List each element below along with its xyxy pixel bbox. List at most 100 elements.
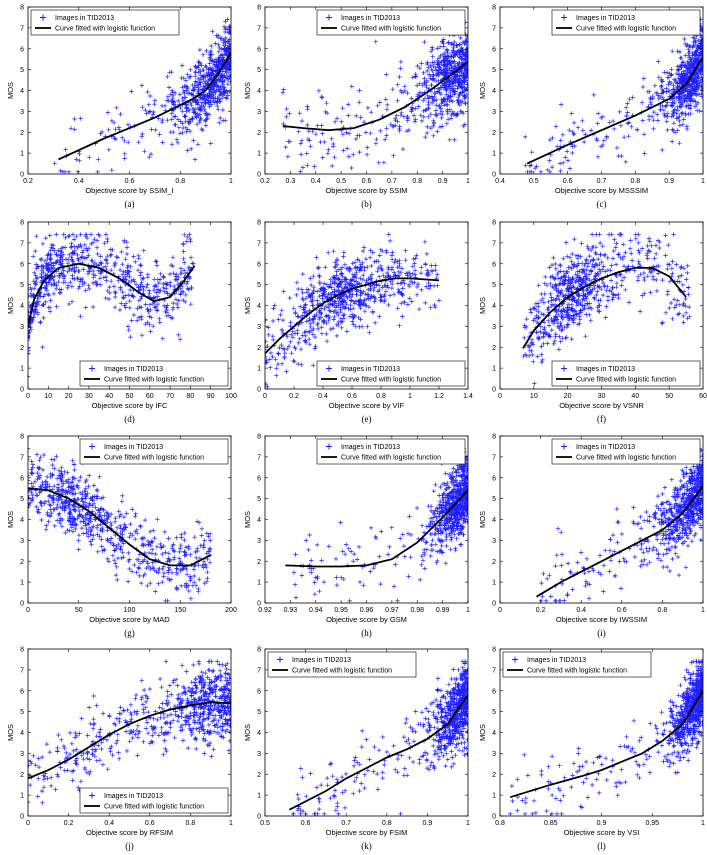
y-tick-label: 6: [257, 688, 261, 695]
fitted-curve: [509, 690, 703, 799]
chart-panel-f: 0 10 20 30 40 50 60 0 1 2 3 4 5 6 7 8 Objective score by…: [478, 220, 707, 425]
x-tick-label: 0.8: [376, 393, 386, 400]
x-tick-label: 0.5: [529, 178, 539, 185]
y-axis-label: MOS: [243, 297, 252, 314]
y-tick-label: 5: [20, 709, 24, 716]
panel-label: (i): [597, 628, 606, 638]
x-tick-label: 0.2: [536, 607, 546, 614]
x-axis-label: Objective score by VSNR: [559, 401, 644, 410]
fitted-curve: [28, 487, 212, 567]
y-tick-label: 8: [257, 220, 261, 227]
legend: Images in TID2013 Curve fitted with logis…: [79, 438, 229, 465]
x-tick-label: 0.7: [597, 178, 607, 185]
y-axis-label: MOS: [478, 297, 487, 314]
y-tick-label: 0: [492, 814, 496, 821]
x-tick-label: 1: [466, 607, 470, 614]
scatter-points: [285, 446, 468, 603]
y-tick-label: 8: [20, 434, 24, 441]
legend-scatter-marker: [89, 365, 95, 372]
y-tick-label: 2: [257, 559, 261, 566]
x-axis-label: Objective score by MAD: [89, 615, 170, 624]
y-tick-label: 2: [20, 559, 24, 566]
fitted-curve: [522, 266, 687, 348]
x-tick-label: 0.8: [175, 178, 185, 185]
x-axis-label: Objective score by RFSIM: [86, 828, 173, 837]
legend-curve-label: Curve fitted with logistic function: [576, 377, 676, 384]
x-tick-label: 1: [701, 607, 705, 614]
y-tick-label: 7: [20, 25, 24, 32]
x-tick-label: 0.9: [597, 820, 607, 827]
x-tick-label: 60: [699, 393, 707, 400]
legend-scatter-label: Images in TID2013: [341, 15, 400, 22]
legend: Images in TID2013 Curve fitted with logis…: [316, 438, 466, 465]
scatter-marks: [538, 446, 703, 603]
legend-scatter-label: Images in TID2013: [576, 15, 635, 22]
x-tick-label: 0: [26, 607, 30, 614]
y-tick-label: 7: [20, 454, 24, 461]
y-tick-label: 6: [20, 475, 24, 482]
y-tick-label: 4: [492, 517, 496, 524]
y-tick-label: 0: [492, 172, 496, 179]
x-axis-label: Objective score by MSSSIM: [555, 186, 648, 195]
chart-panel-a: 0.2 0.4 0.6 0.8 1 0 1 2 3 4 5 6 7 8 Objective score by…: [6, 5, 233, 210]
x-tick-label: 50: [126, 393, 134, 400]
fitted-curve: [58, 52, 231, 161]
y-tick-label: 5: [20, 67, 24, 74]
y-axis-label: MOS: [6, 511, 15, 528]
y-tick-label: 6: [257, 475, 261, 482]
x-tick-label: 0.6: [125, 178, 135, 185]
y-tick-label: 5: [20, 496, 24, 503]
x-tick-label: 90: [207, 393, 215, 400]
y-tick-label: 2: [257, 772, 261, 779]
y-tick-label: 7: [492, 667, 496, 674]
y-tick-label: 4: [492, 730, 496, 737]
y-tick-label: 0: [20, 172, 24, 179]
panel-label: (j): [125, 841, 134, 851]
legend-curve-label: Curve fitted with logistic function: [104, 804, 204, 811]
y-tick-label: 2: [492, 130, 496, 137]
x-tick-label: 0.8: [630, 178, 640, 185]
y-axis-label: MOS: [243, 511, 252, 528]
y-tick-label: 8: [257, 5, 261, 12]
y-tick-label: 0: [20, 814, 24, 821]
y-tick-label: 5: [492, 709, 496, 716]
x-tick-label: 0.9: [664, 178, 674, 185]
x-axis-label: Objective score by SSIM_I: [85, 186, 173, 195]
legend-scatter-label: Images in TID2013: [527, 657, 586, 664]
y-tick-label: 4: [492, 88, 496, 95]
legend-curve-label: Curve fitted with logistic function: [104, 377, 204, 384]
scatter-marks: [280, 17, 468, 174]
fitted-curve: [526, 56, 703, 165]
scatter-points: [280, 17, 468, 174]
y-tick-label: 7: [257, 454, 261, 461]
y-tick-label: 3: [20, 109, 24, 116]
y-tick-label: 6: [492, 261, 496, 268]
panel-label: (h): [361, 628, 372, 638]
y-tick-label: 4: [20, 303, 24, 310]
chart-panel-b: 0.2 0.3 0.4 0.5 0.6 0.7 0.8 0.9 1 0 1 2 3 4 5 6 7 8 Object…: [243, 5, 470, 210]
x-tick-label: 0.6: [617, 607, 627, 614]
y-axis-label: MOS: [6, 724, 15, 741]
legend-scatter-label: Images in TID2013: [55, 15, 114, 22]
legend-scatter-label: Images in TID2013: [104, 793, 163, 800]
x-tick-label: 1: [229, 178, 233, 185]
y-tick-label: 6: [20, 261, 24, 268]
y-tick-label: 3: [492, 538, 496, 545]
y-tick-label: 4: [257, 730, 261, 737]
y-axis-label: MOS: [478, 82, 487, 99]
x-tick-label: 0.94: [309, 607, 323, 614]
legend: Images in TID2013 Curve fitted with logis…: [551, 438, 701, 465]
x-tick-label: 0.2: [289, 393, 299, 400]
y-tick-label: 4: [257, 303, 261, 310]
y-tick-label: 0: [492, 387, 496, 394]
y-tick-label: 4: [20, 88, 24, 95]
legend-scatter-label: Images in TID2013: [292, 657, 351, 664]
x-tick-label: 30: [598, 393, 606, 400]
scatter-points: [536, 446, 703, 603]
y-tick-label: 1: [257, 793, 261, 800]
scatter-marks: [508, 659, 703, 816]
y-tick-label: 5: [257, 496, 261, 503]
y-tick-label: 3: [257, 538, 261, 545]
x-tick-label: 0.5: [260, 820, 270, 827]
y-tick-label: 3: [257, 324, 261, 331]
